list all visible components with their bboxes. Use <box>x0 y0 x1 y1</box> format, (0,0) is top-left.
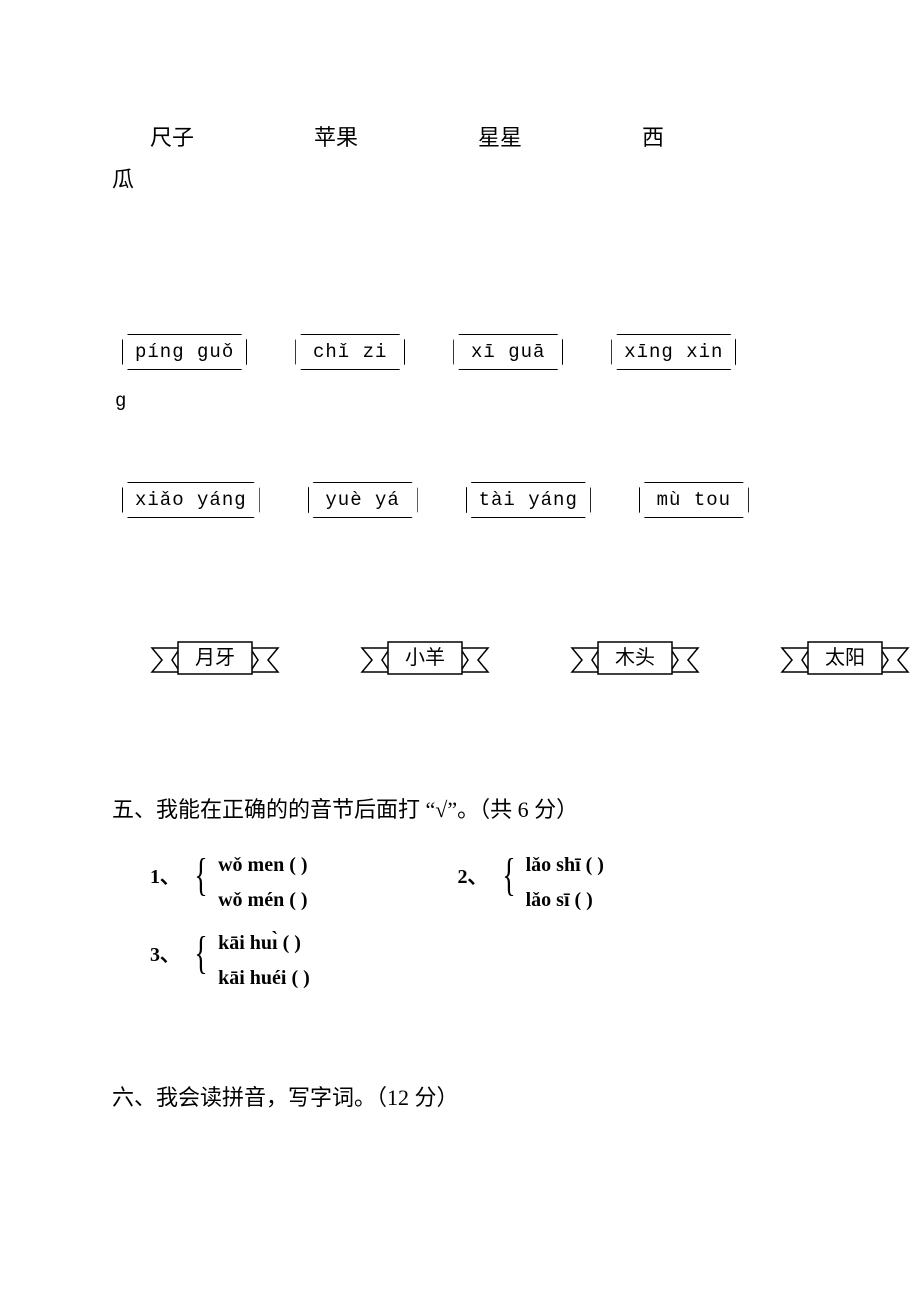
svg-text:木头: 木头 <box>615 646 655 669</box>
pinyin-box-pingguo: píng guǒ <box>122 334 247 370</box>
brace-icon: { <box>502 850 515 900</box>
ribbon-icon: 月牙 <box>150 638 280 682</box>
pinyin-box-chizi: chǐ zi <box>295 334 405 370</box>
q3-options: kāi huı̀ ( ) kāi huéi ( ) <box>218 932 310 990</box>
question-3: 3、 { kāi huı̀ ( ) kāi huéi ( ) <box>150 932 310 990</box>
ribbon-taiyang: 太阳 <box>780 638 910 682</box>
question-block: 1、 { wǒ men ( ) wǒ mén ( ) 2、 { lǎo shī … <box>60 854 860 990</box>
brace-icon: { <box>194 850 207 900</box>
ribbon-label: 月牙 <box>195 647 235 669</box>
section-6-heading: 六、我会读拼音，写字词。（12 分） <box>60 1080 860 1112</box>
svg-text:太阳: 太阳 <box>825 646 865 669</box>
q2-option-b[interactable]: lǎo sī ( ) <box>526 889 604 912</box>
ribbon-icon: 太阳 <box>780 638 910 682</box>
q3-option-b[interactable]: kāi huéi ( ) <box>218 967 310 990</box>
section-5-heading-text: 五、我能在正确的的音节后面打 “√”。（共 6 分） <box>112 797 578 822</box>
q1-option-b[interactable]: wǒ mén ( ) <box>218 889 307 912</box>
word-chizi: 尺子 <box>150 120 194 152</box>
pinyin-box-xigua: xī guā <box>453 334 563 370</box>
q2-number: 2、 <box>458 854 488 889</box>
question-row-1: 1、 { wǒ men ( ) wǒ mén ( ) 2、 { lǎo shī … <box>150 854 860 912</box>
word-gua-part2: 瓜 <box>60 162 860 194</box>
ribbon-yueya: 月牙 <box>150 638 280 682</box>
stray-letter-g: g <box>60 390 860 412</box>
word-pingguo: 苹果 <box>314 120 358 152</box>
question-1: 1、 { wǒ men ( ) wǒ mén ( ) <box>150 854 308 912</box>
q1-number: 1、 <box>150 854 180 889</box>
ribbon-mutou: 木头 <box>570 638 700 682</box>
pinyin-box-yueya: yuè yá <box>308 482 418 518</box>
q3-option-a[interactable]: kāi huı̀ ( ) <box>218 932 310 955</box>
svg-text:小羊: 小羊 <box>405 646 445 669</box>
ribbon-icon: 木头 <box>570 638 700 682</box>
pinyin-row-2: xiǎo yáng yuè yá tài yáng mù tou <box>60 482 860 518</box>
pinyin-box-xiaoyang: xiǎo yáng <box>122 482 260 518</box>
section-5-heading: 五、我能在正确的的音节后面打 “√”。（共 6 分） <box>60 792 860 824</box>
q2-options: lǎo shī ( ) lǎo sī ( ) <box>526 854 604 912</box>
pinyin-box-taiyang: tài yáng <box>466 482 591 518</box>
q3-number: 3、 <box>150 932 180 967</box>
question-row-2: 3、 { kāi huı̀ ( ) kāi huéi ( ) <box>150 932 860 990</box>
q1-options: wǒ men ( ) wǒ mén ( ) <box>218 854 307 912</box>
brace-icon: { <box>194 928 207 978</box>
ribbon-xiaoyang: 小羊 <box>360 638 490 682</box>
pinyin-box-xingxin: xīng xin <box>611 334 736 370</box>
pinyin-row-1: píng guǒ chǐ zi xī guā xīng xin <box>60 334 860 370</box>
pinyin-box-mutou: mù tou <box>639 482 749 518</box>
word-xingxing: 星星 <box>478 120 522 152</box>
ribbon-row: 月牙 小羊 木头 太阳 <box>60 638 860 682</box>
worksheet-page: 尺子 苹果 星星 西 瓜 píng guǒ chǐ zi xī guā xīng… <box>0 0 920 1172</box>
word-xi-part1: 西 <box>642 120 664 152</box>
q2-option-a[interactable]: lǎo shī ( ) <box>526 854 604 877</box>
q1-option-a[interactable]: wǒ men ( ) <box>218 854 307 877</box>
top-word-row: 尺子 苹果 星星 西 <box>60 120 860 152</box>
section-6-heading-text: 六、我会读拼音，写字词。（12 分） <box>112 1085 459 1110</box>
question-2: 2、 { lǎo shī ( ) lǎo sī ( ) <box>458 854 604 912</box>
ribbon-icon: 小羊 <box>360 638 490 682</box>
